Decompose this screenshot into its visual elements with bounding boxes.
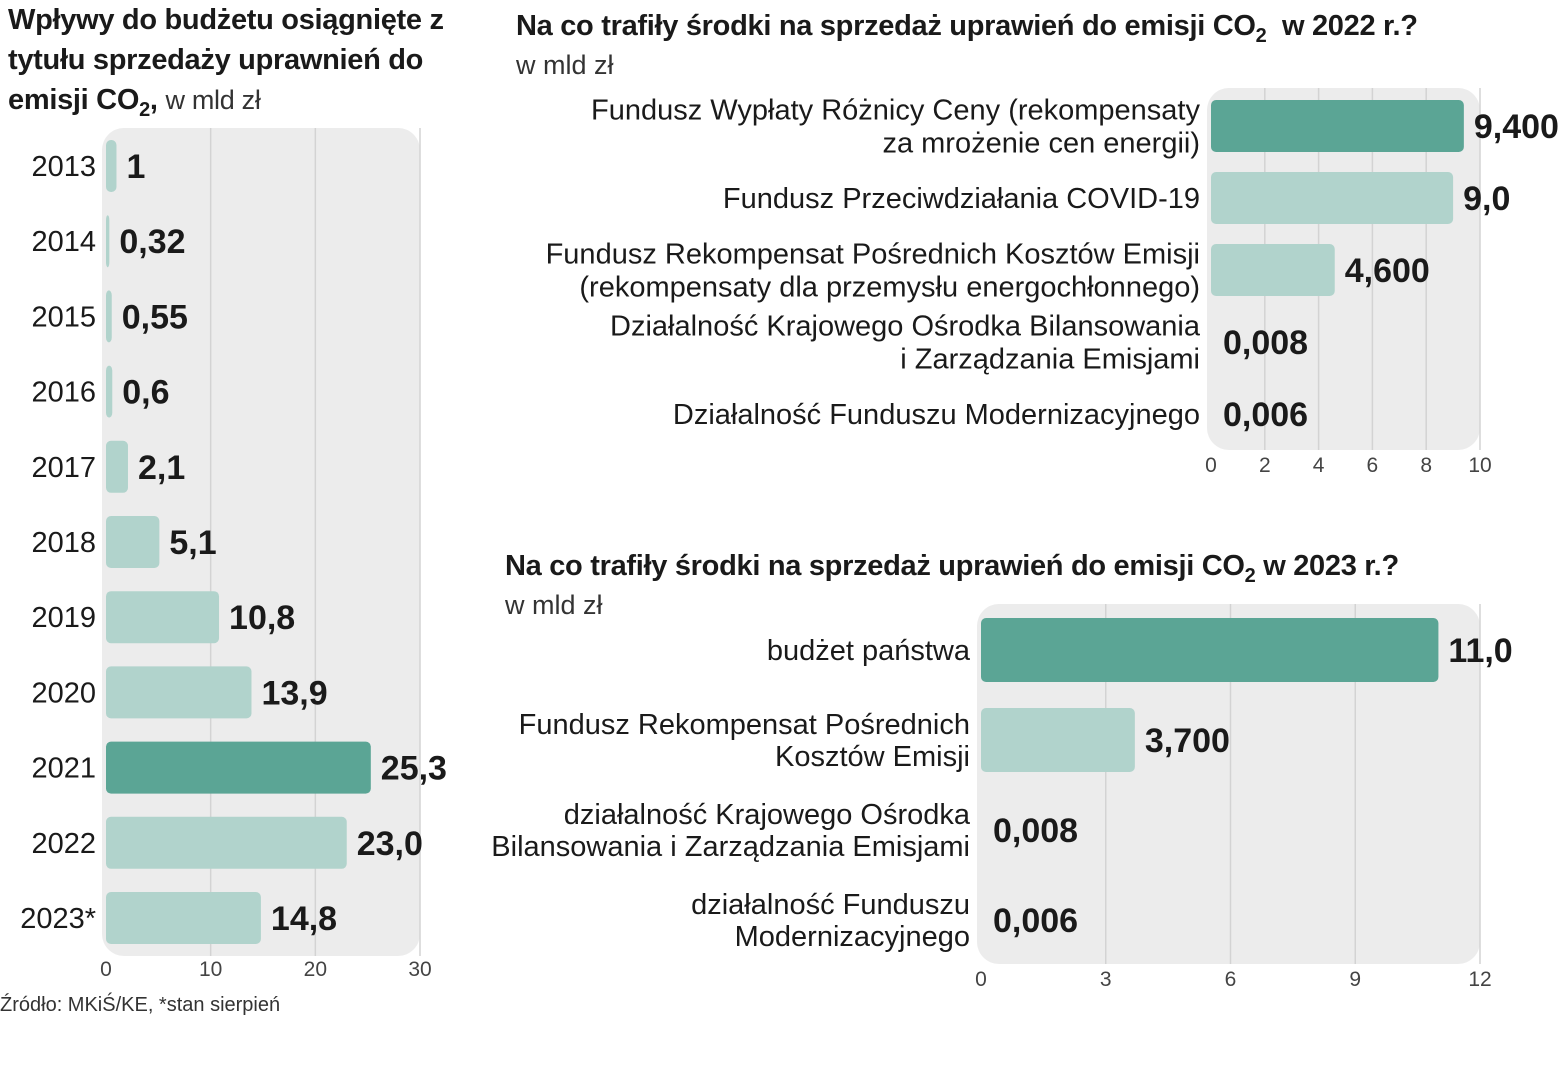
chart3-tick-label: 9 (1349, 968, 1361, 991)
chart1-value-label: 2,1 (138, 449, 185, 487)
chart2-value-label: 4,600 (1345, 252, 1430, 290)
chart1-bar (106, 365, 113, 418)
chart2-title-sub: 2 (1255, 24, 1267, 47)
chart1-bar (106, 215, 110, 268)
chart1-category-label: 2016 (31, 377, 96, 409)
chart3-value-label: 11,0 (1448, 632, 1512, 670)
chart1-value-label: 10,8 (229, 599, 295, 637)
chart2-tick-label: 2 (1259, 454, 1271, 477)
chart1-category-label: 2014 (31, 226, 96, 258)
chart3-category-label: Kosztów Emisji (775, 741, 970, 773)
chart1-category-label: 2013 (31, 151, 96, 183)
chart2-tick-label: 0 (1205, 454, 1217, 477)
chart3-tick-label: 0 (975, 968, 987, 991)
chart1-bar (106, 816, 347, 869)
chart3: 0 3 6 9 12 11,0 budżet państwa 3,700 Fundusz Rek… (491, 604, 1513, 991)
chart1-bar (106, 516, 160, 568)
chart2: 0 2 4 6 8 10 9,400 Fundusz Wypłaty Różnicy Ceny… (546, 88, 1559, 477)
chart2-category-label: Fundusz Rekompensat Pośrednich Kosztów E… (546, 239, 1200, 271)
chart1-value-label: 0,55 (122, 298, 188, 336)
chart2-bar (1211, 100, 1464, 152)
chart2-bar (1211, 244, 1335, 296)
chart3-title-sub: 2 (1244, 564, 1256, 587)
chart1-value-label: 25,3 (381, 750, 447, 788)
chart1-value-label: 13,9 (261, 674, 327, 712)
chart1-bar (106, 140, 117, 192)
chart3-bar (981, 708, 1135, 772)
chart2-tick-label: 10 (1468, 454, 1491, 477)
chart1-title-main: Wpływy do budżetu osiągnięte z tytułu sp… (8, 4, 444, 116)
chart2-category-label: za mrożenie cen energii) (882, 128, 1200, 160)
chart1-tick-label: 30 (408, 958, 431, 981)
chart3-bar (981, 618, 1439, 682)
chart3-tick-label: 3 (1100, 968, 1112, 991)
chart1-category-label: 2021 (31, 753, 96, 785)
chart3-tick-label: 12 (1468, 968, 1491, 991)
chart3-category-label: działalność Krajowego Ośrodka (564, 799, 971, 831)
chart1-bar (106, 666, 252, 719)
chart3-title: Na co trafiły środki na sprzedaż uprawie… (505, 546, 1545, 596)
chart1-bar (106, 290, 112, 343)
chart2-value-label: 9,0 (1463, 180, 1510, 218)
chart1-title: Wpływy do budżetu osiągnięte z tytułu sp… (8, 0, 458, 130)
chart1-value-label: 23,0 (357, 825, 423, 863)
chart1-category-label: 2019 (31, 602, 96, 634)
chart2-value-label: 9,400 (1474, 108, 1559, 146)
chart2-title: Na co trafiły środki na sprzedaż uprawie… (516, 6, 1556, 56)
chart1-value-label: 1 (126, 148, 145, 186)
chart2-category-label: Działalność Funduszu Modernizacyjnego (673, 399, 1200, 431)
chart1-bar (106, 591, 220, 644)
chart2-tick-label: 8 (1420, 454, 1432, 477)
chart2-tick-label: 6 (1367, 454, 1379, 477)
chart1-tick-label: 20 (304, 958, 327, 981)
chart3-category-label: budżet państwa (767, 635, 971, 667)
chart2-category-label: i Zarządzania Emisjami (900, 344, 1200, 376)
chart2-category-label: (rekompensaty dla przemysłu energochłonn… (579, 272, 1200, 304)
chart2-category-label: Fundusz Przeciwdziałania COVID-19 (723, 183, 1200, 215)
chart3-category-label: Modernizacyjnego (735, 921, 970, 953)
chart1-tick-label: 0 (100, 958, 112, 981)
chart2-title-tail: w 2022 r.? (1266, 10, 1418, 42)
chart3-unit: w mld zł (505, 590, 603, 620)
chart2-category-label: Działalność Krajowego Ośrodka Bilansowan… (610, 311, 1201, 343)
chart3-value-label: 0,008 (993, 812, 1078, 850)
chart3-category-label: Bilansowania i Zarządzania Emisjami (491, 831, 970, 863)
chart1-category-label: 2023* (20, 903, 96, 935)
chart1-bar (106, 741, 371, 794)
chart1-bar (106, 892, 261, 944)
chart1-bar (106, 440, 128, 493)
chart2-value-label: 0,006 (1223, 396, 1308, 434)
chart1-value-label: 14,8 (271, 900, 337, 938)
chart3-panel (977, 604, 1480, 964)
chart1-value-label: 0,32 (119, 223, 185, 261)
chart3-category-label: Fundusz Rekompensat Pośrednich (519, 709, 970, 741)
chart1-unit: w mld zł (165, 85, 261, 115)
chart1: 0 10 20 30 1 2013 0,32 2014 0,55 2015 0,6 2016 2,1 20… (20, 128, 447, 981)
chart2-unit: w mld zł (516, 50, 614, 80)
chart1-category-label: 2017 (31, 452, 96, 484)
chart2-bar (1211, 172, 1454, 224)
chart3-value-label: 3,700 (1145, 722, 1230, 760)
chart3-category-label: działalność Funduszu (691, 889, 970, 921)
chart2-category-label: Fundusz Wypłaty Różnicy Ceny (rekompensa… (591, 95, 1200, 127)
chart1-category-label: 2018 (31, 527, 96, 559)
chart3-value-label: 0,006 (993, 902, 1078, 940)
chart1-value-label: 0,6 (122, 374, 169, 412)
chart3-title-tail: w 2023 r.? (1255, 550, 1399, 582)
chart1-title-sub: 2 (139, 98, 150, 121)
source-note: Źródło: MKiŚ/KE, *stan sierpień (0, 994, 281, 1016)
chart1-title-tail: , (149, 84, 158, 116)
chart2-value-label: 0,008 (1223, 324, 1308, 362)
chart1-category-label: 2022 (31, 828, 96, 860)
chart2-tick-label: 4 (1313, 454, 1325, 477)
chart2-title-main: Na co trafiły środki na sprzedaż uprawie… (516, 10, 1256, 42)
chart3-title-main: Na co trafiły środki na sprzedaż uprawie… (505, 550, 1245, 582)
chart1-category-label: 2015 (31, 301, 96, 333)
chart1-tick-label: 10 (199, 958, 222, 981)
chart1-category-label: 2020 (31, 677, 96, 709)
chart3-tick-label: 6 (1225, 968, 1237, 991)
chart1-value-label: 5,1 (169, 524, 216, 562)
